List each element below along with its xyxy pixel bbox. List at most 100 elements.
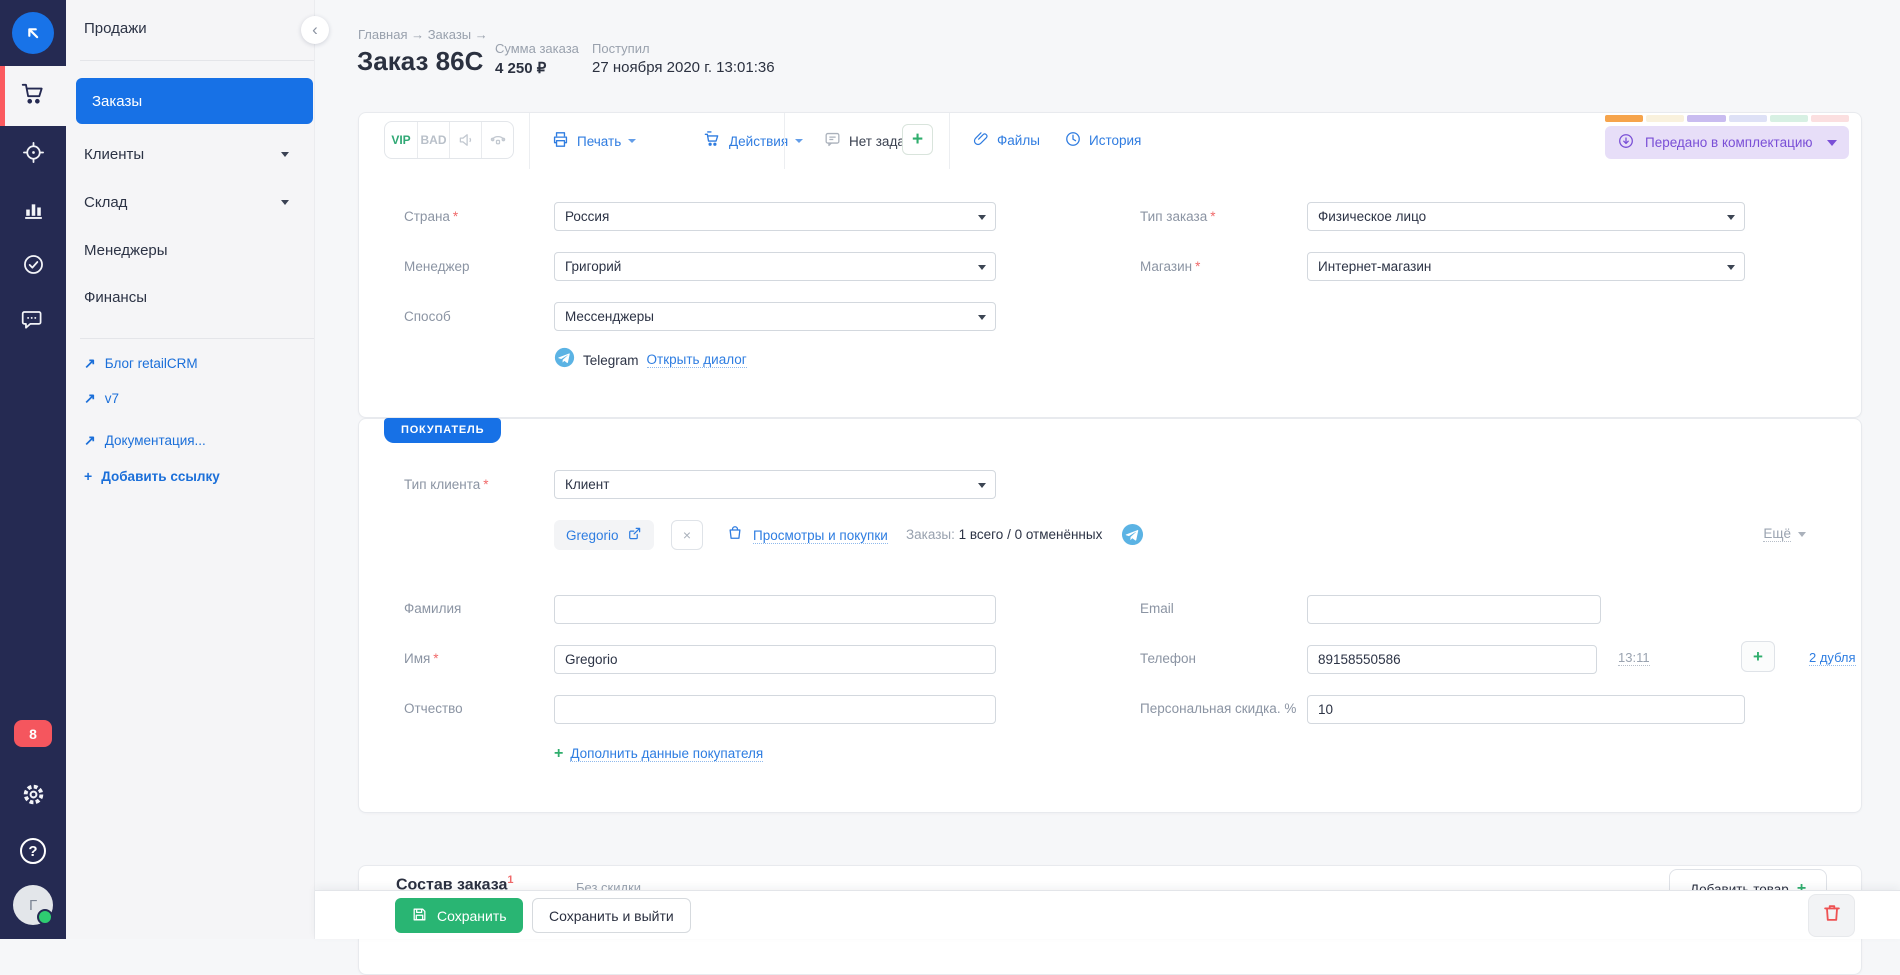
views-purchases-link: Просмотры и покупки — [753, 527, 888, 544]
speaker-icon[interactable] — [449, 122, 481, 158]
divider — [80, 338, 314, 339]
add-phone-button[interactable]: + — [1741, 641, 1775, 672]
phone-time-link[interactable]: 13:11 — [1618, 650, 1650, 666]
chevron-down-icon — [795, 139, 804, 143]
avatar-initial: Г — [28, 896, 38, 914]
bad-badge[interactable]: BAD — [417, 122, 449, 158]
rail-item-orders[interactable] — [0, 66, 66, 126]
save-exit-label: Сохранить и выйти — [549, 907, 674, 924]
method-select[interactable]: Мессенджеры — [554, 302, 996, 331]
chevron-down-icon — [628, 139, 637, 143]
sidebar-link-v7[interactable]: ↗ v7 — [84, 388, 119, 408]
client-type-select[interactable]: Клиент — [554, 470, 996, 499]
sidebar-item-orders[interactable]: Заказы — [76, 78, 313, 124]
task-note-icon — [823, 130, 842, 152]
discount-input[interactable] — [1307, 695, 1745, 724]
first-name-label: Имя * — [404, 651, 439, 666]
chevron-left-icon: ‹ — [312, 20, 318, 39]
last-name-label: Фамилия — [404, 601, 462, 616]
notification-badge[interactable]: 8 — [14, 720, 52, 747]
external-link-icon — [627, 526, 642, 544]
rail-item-geo[interactable] — [0, 128, 66, 182]
open-dialog-link[interactable]: Открыть диалог — [646, 352, 747, 368]
client-type-value: Клиент — [565, 477, 610, 492]
divider — [784, 113, 785, 169]
remove-client-button[interactable]: × — [671, 520, 703, 550]
rail-item-chats[interactable] — [0, 294, 66, 348]
views-purchases[interactable]: Просмотры и покупки — [726, 524, 888, 547]
sidebar-link-docs[interactable]: ↗ Документация... — [84, 430, 206, 450]
files-button[interactable]: Файлы — [972, 130, 1040, 151]
save-exit-button[interactable]: Сохранить и выйти — [532, 898, 691, 933]
middle-name-input[interactable] — [554, 695, 996, 724]
buyer-card: ПОКУПАТЕЛЬ Тип клиента * Клиент Gregorio … — [358, 418, 1862, 813]
chevron-down-icon — [1798, 531, 1806, 537]
more-dropdown[interactable]: Ещё — [1763, 526, 1806, 542]
telegram-row: Telegram Открыть диалог — [554, 347, 747, 373]
country-select[interactable]: Россия — [554, 202, 996, 231]
country-value: Россия — [565, 209, 610, 224]
chevron-down-icon — [281, 152, 289, 157]
shopping-bag-icon — [726, 524, 744, 547]
add-task-button[interactable]: + — [902, 124, 933, 155]
save-button[interactable]: Сохранить — [395, 898, 523, 933]
sidebar-item-managers[interactable]: Менеджеры — [66, 226, 315, 274]
divider — [949, 113, 950, 169]
sidebar-link-blog[interactable]: ↗ Блог retailCRM — [84, 353, 198, 373]
client-chip[interactable]: Gregorio — [554, 520, 654, 550]
nav-rail: 8 ? Г — [0, 0, 66, 939]
order-type-label: Тип заказа * — [1140, 209, 1216, 224]
telegram-icon[interactable] — [1121, 523, 1144, 551]
duplicates-link[interactable]: 2 дубля — [1809, 650, 1856, 666]
rail-item-analytics[interactable] — [0, 184, 66, 238]
delete-order-button[interactable] — [1808, 894, 1855, 937]
history-button[interactable]: История — [1064, 130, 1141, 151]
rail-item-help[interactable]: ? — [0, 824, 66, 878]
user-avatar[interactable]: Г — [13, 885, 53, 925]
sidebar-item-clients[interactable]: Клиенты — [66, 130, 315, 178]
phone-input[interactable] — [1307, 645, 1597, 674]
save-label: Сохранить — [437, 907, 507, 924]
external-link-icon: ↗ — [84, 389, 96, 406]
shop-select[interactable]: Интернет-магазин — [1307, 252, 1745, 281]
status-segment — [1646, 115, 1685, 122]
chevron-down-icon — [1827, 139, 1837, 146]
first-name-input[interactable] — [554, 645, 996, 674]
method-value: Мессенджеры — [565, 309, 654, 324]
tasks-button[interactable]: Нет задач — [823, 130, 912, 152]
sidebar-item-label: Склад — [84, 193, 128, 211]
add-customer-data-link[interactable]: + Дополнить данные покупателя — [554, 745, 764, 763]
sidebar-link-label: Документация... — [104, 432, 206, 448]
last-name-input[interactable] — [554, 595, 996, 624]
breadcrumb[interactable]: Главная → Заказы → — [358, 27, 488, 42]
sidebar-collapse-button[interactable]: ‹ — [301, 16, 329, 44]
app-logo[interactable] — [0, 0, 66, 66]
cart-icon — [703, 130, 722, 152]
phone-icon[interactable] — [481, 122, 513, 158]
divider — [529, 113, 530, 169]
email-input[interactable] — [1307, 595, 1601, 624]
sidebar-item-warehouse[interactable]: Склад — [66, 178, 315, 226]
actions-button[interactable]: Действия — [703, 130, 804, 152]
rail-item-settings[interactable] — [0, 770, 66, 824]
chevron-down-icon — [281, 200, 289, 205]
manager-select[interactable]: Григорий — [554, 252, 996, 281]
order-received-label: Поступил — [592, 41, 650, 56]
add-customer-data-label: Дополнить данные покупателя — [570, 746, 764, 762]
shop-value: Интернет-магазин — [1318, 259, 1432, 274]
trash-icon — [1821, 902, 1843, 929]
order-sum-value: 4 250 ₽ — [495, 60, 547, 77]
sidebar-item-label: Финансы — [84, 288, 147, 306]
vip-badge[interactable]: VIP — [391, 133, 411, 147]
sidebar-item-finance[interactable]: Финансы — [66, 273, 315, 321]
status-segment — [1769, 115, 1808, 122]
shop-label: Магазин * — [1140, 259, 1201, 274]
order-status-dropdown[interactable]: Передано в комплектацию — [1605, 126, 1849, 159]
order-type-select[interactable]: Физическое лицо — [1307, 202, 1745, 231]
sidebar-item-label: Клиенты — [84, 145, 145, 163]
chevron-down-icon — [978, 215, 986, 220]
rail-item-tasks[interactable] — [0, 240, 66, 294]
print-button[interactable]: Печать — [551, 130, 637, 152]
sidebar-link-add[interactable]: + Добавить ссылку — [84, 466, 220, 486]
orders-stat-value: 1 всего / 0 отменённых — [958, 527, 1103, 542]
